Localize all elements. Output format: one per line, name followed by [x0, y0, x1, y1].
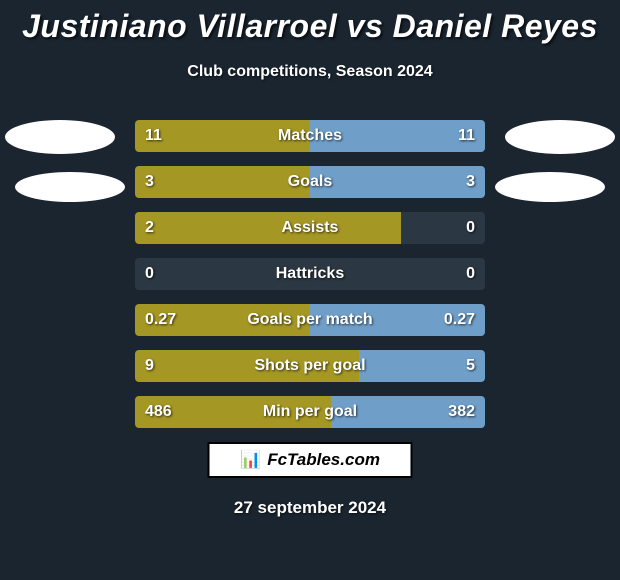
stat-row: 33Goals: [135, 166, 485, 198]
comparison-subtitle: Club competitions, Season 2024: [0, 63, 620, 81]
stat-value-left: 0: [135, 258, 164, 290]
stat-fill-left: [135, 396, 331, 428]
stat-fill-left: [135, 166, 310, 198]
stat-bars-container: 1111Matches33Goals20Assists00Hattricks0.…: [135, 120, 485, 442]
stat-row: 486382Min per goal: [135, 396, 485, 428]
stat-value-right: 0: [456, 212, 485, 244]
stat-row: 1111Matches: [135, 120, 485, 152]
stat-fill-left: [135, 120, 310, 152]
date-label: 27 september 2024: [0, 498, 620, 518]
player-left-avatar-2: [15, 172, 125, 202]
stat-fill-right: [310, 304, 485, 336]
stat-fill-right: [359, 350, 485, 382]
stat-fill-right: [310, 166, 485, 198]
stat-row: 20Assists: [135, 212, 485, 244]
chart-icon: 📊: [240, 450, 261, 470]
stat-row: 0 0Hattricks: [135, 258, 485, 290]
stat-fill-left: [135, 212, 401, 244]
stat-fill-left: [135, 350, 359, 382]
logo-text: FcTables.com: [267, 450, 380, 470]
player-left-avatar-1: [5, 120, 115, 154]
stat-label: Hattricks: [135, 258, 485, 290]
source-logo: 📊 FcTables.com: [208, 442, 413, 478]
stat-row: 95Shots per goal: [135, 350, 485, 382]
player-right-avatar-1: [505, 120, 615, 154]
stat-fill-right: [310, 120, 485, 152]
player-right-avatar-2: [495, 172, 605, 202]
stat-value-right: 0: [456, 258, 485, 290]
stat-fill-left: [135, 304, 310, 336]
stat-row: 0.270.27Goals per match: [135, 304, 485, 336]
stat-fill-right: [331, 396, 485, 428]
comparison-title: Justiniano Villarroel vs Daniel Reyes: [0, 0, 620, 45]
